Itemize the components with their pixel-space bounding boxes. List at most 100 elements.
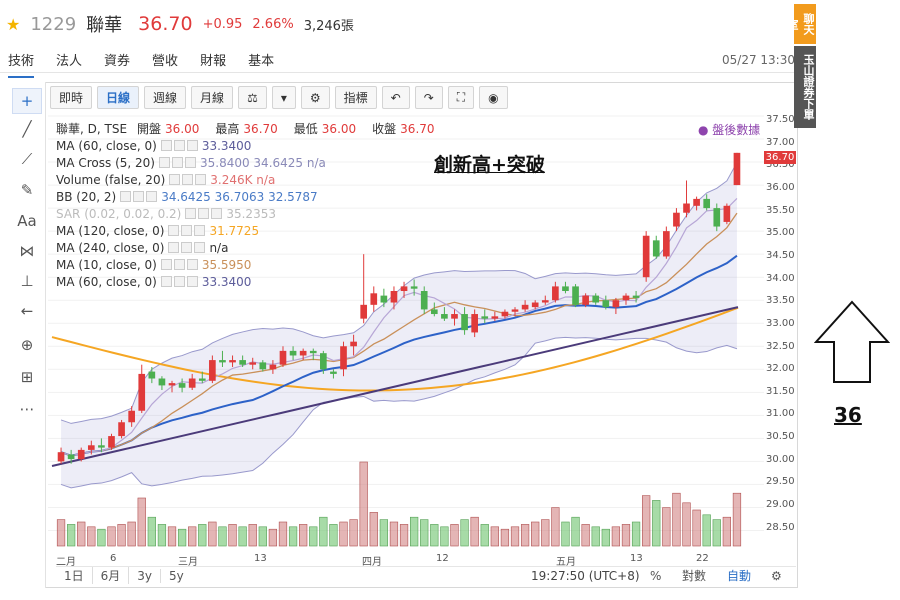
settings-icon[interactable]: ⚙	[300, 86, 330, 109]
monthly-button[interactable]: 月線	[191, 86, 234, 109]
candle-body	[400, 286, 408, 292]
legend-indicator-row[interactable]: Volume (false, 20) 3.246K n/a	[56, 171, 441, 188]
tab-institutional[interactable]: 法人	[56, 54, 83, 69]
indicator-controls[interactable]	[160, 259, 198, 270]
bollinger-upper-line	[60, 162, 738, 424]
volume-bar	[339, 521, 348, 547]
indicator-name: MA (240, close, 0)	[56, 240, 165, 255]
realtime-button[interactable]: 即時	[50, 86, 93, 109]
chart-type-dropdown[interactable]: ▾	[271, 86, 296, 109]
volume-bar	[440, 526, 449, 547]
measure-icon[interactable]: ⊥	[20, 272, 34, 290]
candle-body	[269, 364, 277, 370]
legend-indicator-row[interactable]: MA (240, close, 0) n/a	[56, 239, 441, 256]
price-tick: 35.50	[766, 204, 795, 216]
volume-bar	[208, 521, 217, 547]
broker-order-tab[interactable]: 玉山證券下單	[794, 46, 816, 128]
volume-bar	[510, 526, 520, 547]
range-6m[interactable]: 6月	[93, 567, 130, 584]
tab-financials[interactable]: 財報	[200, 54, 227, 69]
legend-indicator-row[interactable]: MA Cross (5, 20) 35.8400 34.6425 n/a	[56, 154, 441, 171]
undo-icon[interactable]: ↶	[381, 86, 410, 109]
volume-bar	[389, 521, 399, 547]
date-label: 6	[110, 553, 117, 564]
range-3y[interactable]: 3y	[129, 568, 162, 583]
tab-margin[interactable]: 資券	[104, 54, 131, 69]
compare-icon[interactable]: ⚖	[238, 86, 267, 109]
indicator-values: 35.5950	[201, 257, 252, 272]
indicator-controls[interactable]	[120, 191, 158, 202]
tab-technical[interactable]: 技術	[8, 50, 35, 78]
screenshot-icon[interactable]: ◉	[479, 86, 508, 109]
price-axis[interactable]: 37.50 37.00 36.50 36.00 35.50 35.00 34.50 34.00…	[764, 110, 796, 560]
more-icon[interactable]: ⋯	[19, 400, 35, 418]
percent-toggle[interactable]: %	[650, 568, 662, 583]
brush-icon[interactable]: ✎	[20, 181, 34, 199]
volume-bar	[87, 526, 96, 547]
text-icon[interactable]: Aa	[17, 212, 37, 230]
candle-body	[521, 304, 529, 310]
fullscreen-icon[interactable]: ⛶	[447, 86, 475, 109]
price-tick: 31.50	[766, 385, 795, 397]
indicators-button[interactable]: 指標	[334, 86, 377, 109]
price-tick: 29.50	[766, 476, 795, 488]
trendline-icon[interactable]: ╱	[22, 120, 32, 138]
volume-bar	[77, 521, 86, 547]
open-label: 開盤	[137, 122, 162, 136]
tab-basic[interactable]: 基本	[248, 54, 275, 69]
crosshair-icon[interactable]: +	[12, 88, 42, 114]
ruler-icon[interactable]: ⊞	[20, 368, 34, 386]
candle-body	[471, 314, 478, 333]
legend-indicator-row[interactable]: SAR (0.02, 0.02, 0.2) 35.2353	[56, 205, 441, 222]
volume-bar	[399, 524, 409, 547]
log-toggle[interactable]: 對數	[682, 569, 707, 583]
indicator-controls[interactable]	[168, 242, 206, 253]
favorite-star-icon[interactable]: ★	[6, 14, 21, 34]
indicator-controls[interactable]	[185, 208, 223, 219]
legend-indicator-row[interactable]: BB (20, 2) 34.6425 36.7063 32.5787	[56, 188, 441, 205]
candle-body	[733, 152, 741, 186]
candle-body	[67, 454, 75, 460]
auto-toggle[interactable]: 自動	[727, 569, 752, 583]
range-1d[interactable]: 1日	[56, 567, 93, 584]
volume-bar	[268, 528, 278, 547]
legend-indicator-row[interactable]: MA (60, close, 0) 33.3400	[56, 137, 441, 154]
price-tick: 36.00	[766, 181, 795, 193]
main-tabs: 技術 法人 資券 營收 財報 基本	[8, 50, 274, 78]
candle-body	[380, 295, 388, 303]
date-label: 四月	[362, 557, 382, 568]
price-tick: 35.00	[766, 227, 795, 239]
weekly-button[interactable]: 週線	[144, 86, 187, 109]
arrow-left-icon[interactable]: ←	[20, 302, 34, 320]
indicator-controls[interactable]	[169, 174, 207, 185]
axis-settings-icon[interactable]: ⚙	[771, 568, 782, 583]
tab-revenue[interactable]: 營收	[152, 54, 179, 69]
pattern-icon[interactable]: ⋈	[19, 242, 35, 260]
legend-symbol-row: 聯華, D, TSE 開盤 36.00 最高 36.70 最低 36.00 收盤…	[56, 120, 441, 137]
indicator-name: MA (60, close, 0)	[56, 274, 157, 289]
price-tick: 34.50	[766, 249, 795, 261]
after-hours-link[interactable]: ● 盤後數據	[698, 123, 761, 137]
indicator-controls[interactable]	[168, 225, 206, 236]
chatroom-tab[interactable]: 聊天室	[786, 4, 816, 44]
symbol-label: 聯華, D, TSE	[56, 122, 128, 136]
candle-body	[239, 360, 246, 365]
fibonacci-icon[interactable]: ⟋	[21, 150, 33, 168]
legend-indicator-row[interactable]: MA (120, close, 0) 31.7725	[56, 222, 441, 239]
zoom-icon[interactable]: ⊕	[20, 336, 34, 354]
volume-bar	[66, 524, 76, 547]
daily-button[interactable]: 日線	[97, 86, 140, 109]
price-chart[interactable]	[48, 112, 764, 552]
range-5y[interactable]: 5y	[169, 568, 184, 583]
indicator-controls[interactable]	[160, 276, 198, 287]
legend-indicator-row[interactable]: MA (60, close, 0) 33.3400	[56, 273, 441, 290]
redo-icon[interactable]: ↷	[414, 86, 443, 109]
volume-bar	[319, 516, 328, 547]
candle-body	[703, 198, 711, 209]
indicator-controls[interactable]	[160, 140, 198, 151]
volume-bar	[692, 509, 701, 547]
volume-bar	[470, 516, 479, 547]
indicator-controls[interactable]	[158, 157, 196, 168]
legend-indicator-row[interactable]: MA (10, close, 0) 35.5950	[56, 256, 441, 273]
price-tick: 30.50	[766, 431, 795, 443]
